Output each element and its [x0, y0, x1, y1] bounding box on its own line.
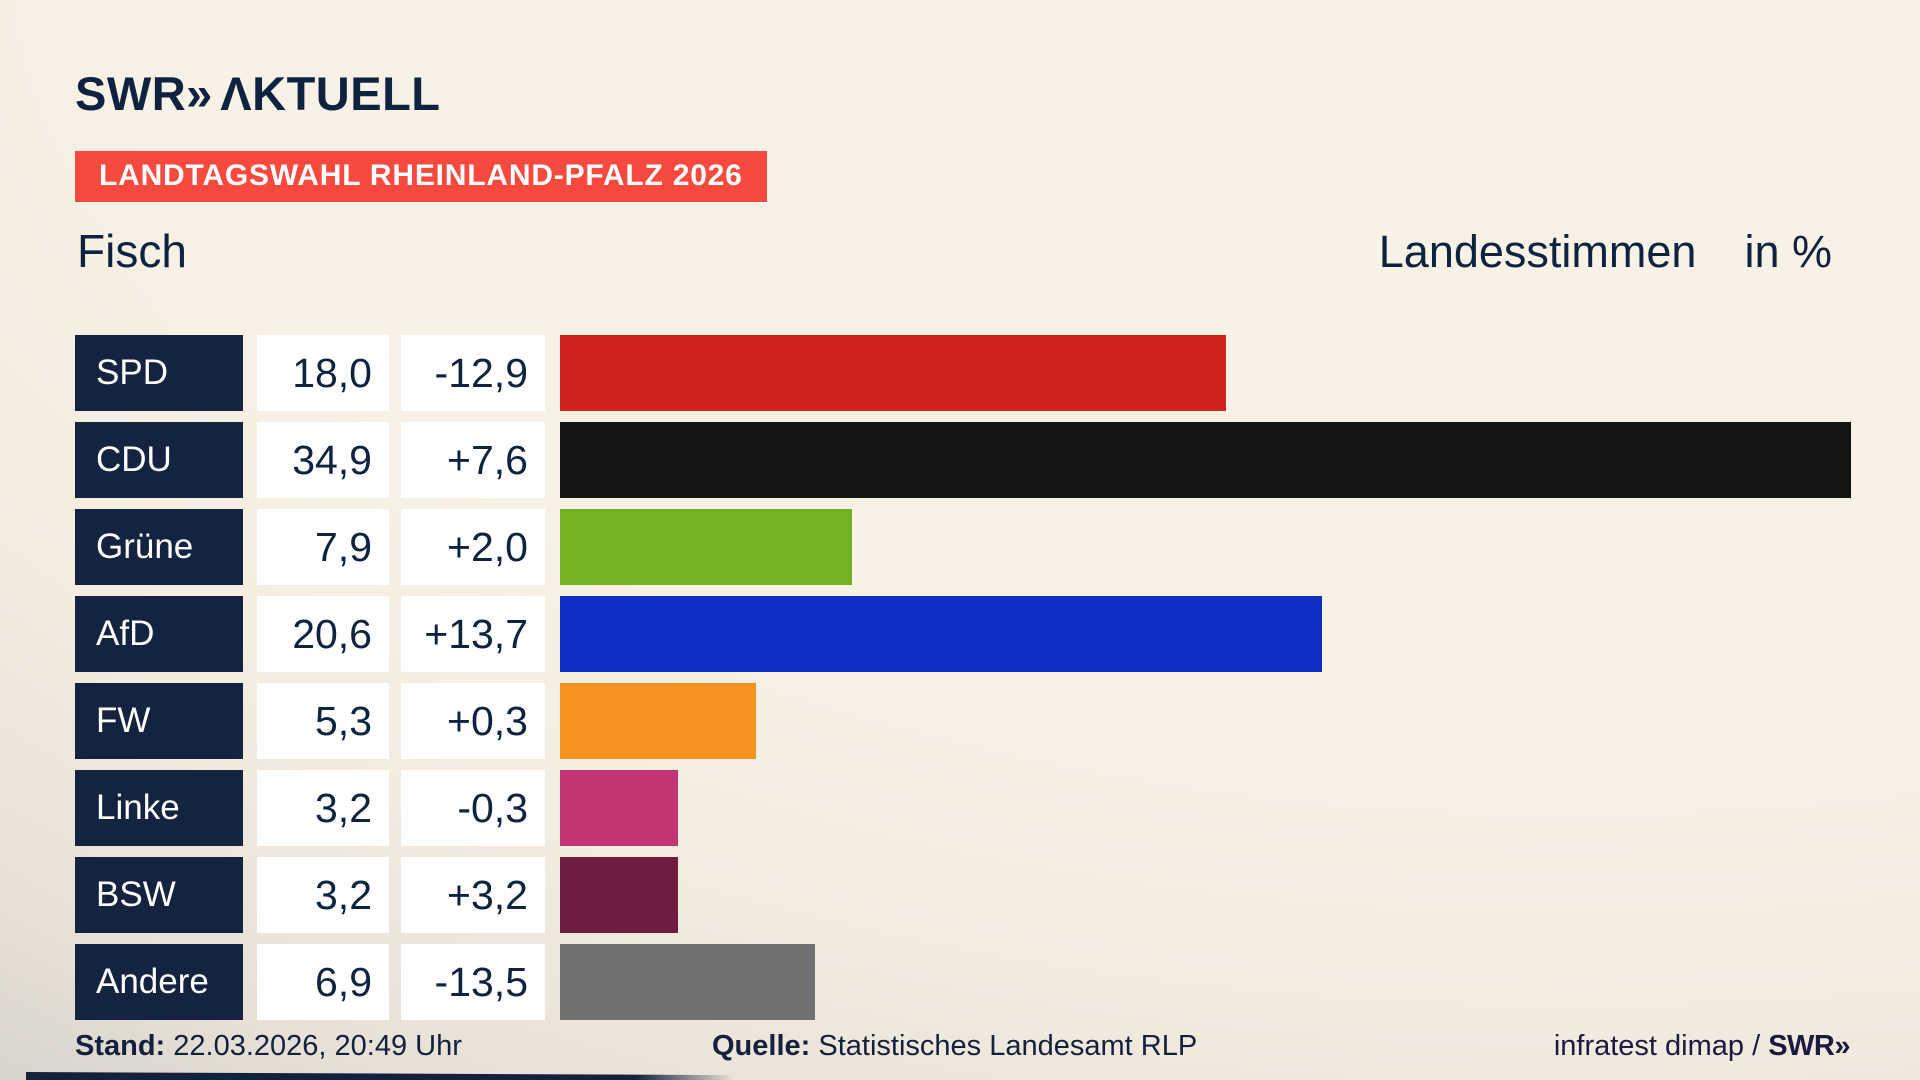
table-row: Grüne 7,9 +2,0 [75, 509, 1851, 585]
party-label: AfD [75, 596, 243, 672]
party-result-value: 34,9 [257, 422, 389, 498]
party-change-value: +7,6 [401, 422, 545, 498]
party-result-bar [560, 683, 756, 759]
party-label: BSW [75, 857, 243, 933]
party-label: Andere [75, 944, 243, 1020]
source-label: Quelle: [712, 1030, 811, 1062]
swr-aktuell-logo: SWR» ΛKTUELL [75, 66, 441, 121]
table-row: Linke 3,2 -0,3 [75, 770, 1851, 846]
table-row: SPD 18,0 -12,9 [75, 335, 1851, 411]
party-result-bar [560, 857, 678, 933]
party-result-bar [560, 596, 1322, 672]
logo-word-text: ΛKTUELL [220, 67, 441, 120]
party-result-bar [560, 422, 1851, 498]
source-value: Statistisches Landesamt RLP [818, 1030, 1198, 1062]
results-table: SPD 18,0 -12,9 CDU 34,9 +7,6 Grüne 7,9 +2,0 AfD 20… [75, 335, 1851, 1031]
party-change-value: +2,0 [401, 509, 545, 585]
party-result-bar [560, 509, 852, 585]
chart-title-main: Landesstimmen [1378, 226, 1697, 277]
data-source: Quelle: Statistisches Landesamt RLP [712, 1030, 1197, 1063]
party-label: SPD [75, 335, 243, 411]
party-change-value: +13,7 [401, 596, 545, 672]
bottom-banner-edge-decoration [25, 1072, 734, 1080]
timestamp: Stand: 22.03.2026, 20:49 Uhr [75, 1030, 462, 1063]
credit-swr-logo: SWR» [1768, 1030, 1850, 1062]
party-change-value: -13,5 [401, 944, 545, 1020]
table-row: CDU 34,9 +7,6 [75, 422, 1851, 498]
party-result-value: 3,2 [257, 770, 389, 846]
party-label: Grüne [75, 509, 243, 585]
party-result-bar [560, 770, 678, 846]
party-result-value: 20,6 [257, 596, 389, 672]
timestamp-label: Stand: [75, 1030, 166, 1062]
party-result-value: 3,2 [257, 857, 389, 933]
party-change-value: +3,2 [401, 857, 545, 933]
credit-text: infratest dimap / [1553, 1030, 1769, 1062]
party-change-value: -0,3 [401, 770, 545, 846]
party-result-value: 6,9 [257, 944, 389, 1020]
chart-title-unit: in % [1744, 226, 1832, 277]
party-result-value: 18,0 [257, 335, 389, 411]
election-badge: LANDTAGSWAHL RHEINLAND-PFALZ 2026 [75, 151, 767, 202]
party-result-bar [560, 944, 815, 1020]
party-label: Linke [75, 770, 243, 846]
constituency-title: Fisch [77, 225, 187, 277]
chart-title: Landesstimmen in % [1379, 226, 1832, 278]
table-row: BSW 3,2 +3,2 [75, 857, 1851, 933]
party-result-bar [560, 335, 1226, 411]
party-label: CDU [75, 422, 243, 498]
party-change-value: -12,9 [401, 335, 545, 411]
timestamp-value: 22.03.2026, 20:49 Uhr [173, 1030, 462, 1062]
table-row: FW 5,3 +0,3 [75, 683, 1851, 759]
double-chevron-icon: » [186, 67, 212, 120]
table-row: Andere 6,9 -13,5 [75, 944, 1851, 1020]
party-result-value: 7,9 [257, 509, 389, 585]
logo-brand-text: SWR [75, 67, 187, 120]
table-row: AfD 20,6 +13,7 [75, 596, 1851, 672]
credit: infratest dimap / SWR» [1553, 1030, 1851, 1063]
party-change-value: +0,3 [401, 683, 545, 759]
party-result-value: 5,3 [257, 683, 389, 759]
party-label: FW [75, 683, 243, 759]
